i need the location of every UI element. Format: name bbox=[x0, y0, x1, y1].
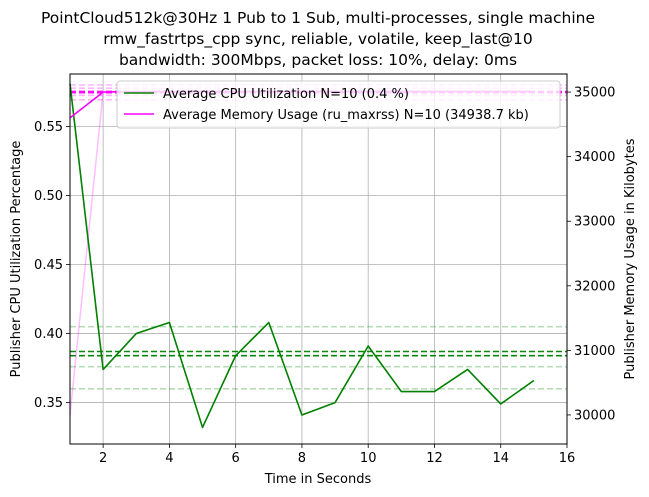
y-left-tick-label: 0.45 bbox=[34, 258, 63, 273]
legend: Average CPU Utilization N=10 (0.4 %) Ave… bbox=[116, 80, 561, 129]
x-tick-label: 14 bbox=[492, 451, 509, 466]
plot-frame bbox=[69, 73, 568, 445]
y-right-tick-label: 35000 bbox=[574, 86, 615, 101]
title-line-2: rmw_fastrtps_cpp sync, reliable, volatil… bbox=[103, 30, 532, 49]
y-right-axis-label: Publisher Memory Usage in Kilobytes bbox=[623, 138, 638, 379]
x-tick-label: 6 bbox=[232, 451, 240, 466]
y-left-tick-label: 0.50 bbox=[34, 189, 63, 204]
x-tick-label: 8 bbox=[298, 451, 306, 466]
x-axis-ticks: 2 4 6 8 10 12 14 16 bbox=[99, 444, 575, 466]
y-right-tick-label: 34000 bbox=[574, 150, 615, 165]
y-left-tick-label: 0.40 bbox=[34, 327, 63, 342]
y-right-tick-label: 30000 bbox=[574, 408, 615, 423]
y-right-tick-label: 32000 bbox=[574, 279, 615, 294]
memory-faint-line bbox=[69, 91, 104, 416]
y-right-tick-label: 31000 bbox=[574, 344, 615, 359]
y-right-axis-ticks: 30000 31000 32000 33000 34000 35000 bbox=[567, 86, 615, 423]
x-tick-label: 16 bbox=[559, 451, 576, 466]
x-axis-label: Time in Seconds bbox=[264, 472, 372, 487]
x-tick-label: 2 bbox=[99, 451, 107, 466]
y-right-tick-label: 33000 bbox=[574, 215, 615, 230]
reference-lines bbox=[70, 84, 567, 390]
y-left-tick-label: 0.35 bbox=[34, 396, 63, 411]
title-line-3: bandwidth: 300Mbps, packet loss: 10%, de… bbox=[119, 51, 517, 69]
chart-title: PointCloud512k@30Hz 1 Pub to 1 Sub, mult… bbox=[41, 9, 595, 69]
cpu-series-line bbox=[69, 83, 535, 429]
title-line-1: PointCloud512k@30Hz 1 Pub to 1 Sub, mult… bbox=[41, 9, 595, 27]
legend-box bbox=[116, 80, 561, 129]
y-left-axis-label: Publisher CPU Utilization Percentage bbox=[9, 141, 24, 378]
y-left-tick-label: 0.55 bbox=[34, 120, 63, 135]
legend-cpu-label: Average CPU Utilization N=10 (0.4 %) bbox=[163, 87, 409, 102]
x-tick-label: 12 bbox=[426, 451, 443, 466]
x-tick-label: 10 bbox=[360, 451, 377, 466]
legend-memory-label: Average Memory Usage (ru_maxrss) N=10 (3… bbox=[163, 108, 529, 123]
y-left-axis-ticks: 0.35 0.40 0.45 0.50 0.55 bbox=[34, 120, 70, 411]
x-tick-label: 4 bbox=[165, 451, 173, 466]
